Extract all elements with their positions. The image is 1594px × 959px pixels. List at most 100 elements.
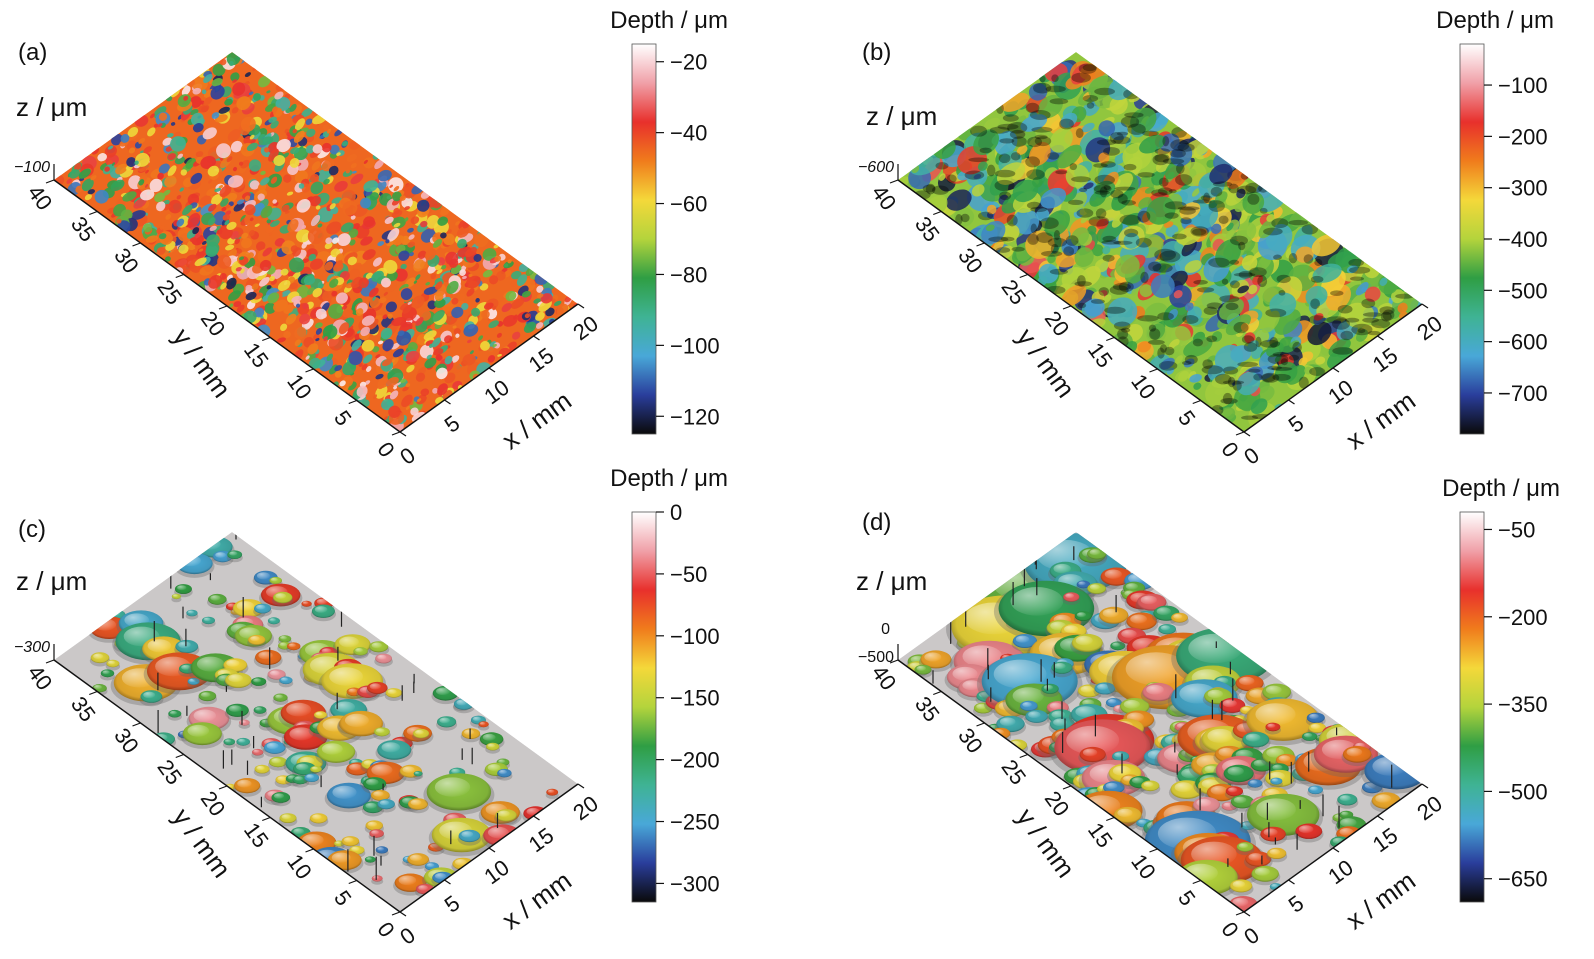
colorbar-tick-label: −150 xyxy=(670,686,720,711)
y-tick xyxy=(45,659,55,664)
y-tick-label: 15 xyxy=(1083,338,1118,373)
surface-shadow xyxy=(1100,161,1116,168)
pit-highlight xyxy=(270,577,278,582)
surface-blob xyxy=(244,204,256,216)
surface-blob xyxy=(208,274,223,289)
surface-blob xyxy=(179,187,184,192)
surface-blob xyxy=(444,335,453,344)
surface-blob xyxy=(535,311,545,321)
surface-blob xyxy=(444,355,453,365)
surface-shadow xyxy=(1102,235,1117,242)
surface-blob xyxy=(433,348,444,356)
surface-blob xyxy=(164,175,177,188)
surface-blob xyxy=(199,232,203,236)
pit xyxy=(373,727,391,740)
pit-highlight xyxy=(1364,782,1376,789)
pit-highlight xyxy=(1022,702,1032,708)
surface-shadow xyxy=(1090,299,1105,304)
surface-shadow xyxy=(1151,189,1168,197)
surface-shadow xyxy=(1337,304,1353,314)
pit xyxy=(1239,821,1257,834)
surface-shadow xyxy=(1045,85,1066,93)
surface-blob xyxy=(440,232,447,239)
pit xyxy=(1078,746,1108,766)
surface-shadow xyxy=(1193,279,1208,285)
x-tick xyxy=(399,431,407,437)
surface-blob xyxy=(296,285,310,299)
pit-highlight xyxy=(281,814,291,820)
pit xyxy=(89,652,111,667)
pit xyxy=(337,710,386,741)
surface-blob xyxy=(1128,94,1141,103)
surface-blob xyxy=(1013,208,1040,235)
x-tick-label: 20 xyxy=(568,311,603,346)
surface-blob xyxy=(306,128,316,138)
surface-blob xyxy=(377,241,385,247)
surface-blob xyxy=(451,364,462,373)
surface-blob xyxy=(1240,322,1250,332)
surface-shadow xyxy=(1120,116,1140,128)
surface-blob xyxy=(415,372,426,382)
surface-blob xyxy=(230,72,240,82)
surface-blob xyxy=(326,221,342,235)
surface-blob xyxy=(224,98,233,106)
surface-blob xyxy=(266,219,272,224)
pit xyxy=(251,748,264,759)
pit-highlight xyxy=(1012,687,1044,705)
surface-blob xyxy=(393,385,397,390)
pit xyxy=(187,677,201,689)
pit-highlight xyxy=(365,802,377,809)
pit-highlight xyxy=(1207,689,1224,699)
pit-highlight xyxy=(371,642,382,649)
colorbar xyxy=(1459,43,1485,435)
pit xyxy=(496,768,513,781)
pit-highlight xyxy=(1174,782,1193,793)
surface-blob xyxy=(475,298,480,303)
pit xyxy=(308,813,329,827)
surface-shadow xyxy=(1203,192,1210,204)
surface-shadow xyxy=(1192,199,1212,204)
pit xyxy=(545,788,559,799)
y-tick xyxy=(89,210,98,216)
x-tick xyxy=(1288,879,1295,885)
pit-highlight xyxy=(187,724,210,737)
surface-blob xyxy=(1252,274,1264,285)
surface-blob xyxy=(361,339,375,352)
surface-blob xyxy=(145,235,159,243)
pit xyxy=(376,799,396,813)
pit-highlight xyxy=(993,659,1047,689)
surface-blob xyxy=(398,250,410,261)
surface-blob xyxy=(1115,254,1140,278)
surface-blob xyxy=(253,93,261,101)
pit xyxy=(1294,823,1324,843)
surface-shadow xyxy=(1348,258,1364,267)
pit-highlight xyxy=(487,826,509,839)
surface-blob xyxy=(122,191,137,202)
surface-blob xyxy=(220,198,229,207)
surface-blob xyxy=(388,405,401,418)
surface-blob xyxy=(334,180,348,192)
surface-shadow xyxy=(1011,136,1027,147)
surface-blob xyxy=(167,165,177,177)
surface-blob xyxy=(1211,331,1223,342)
pit xyxy=(211,550,234,566)
surface-blob xyxy=(433,202,442,209)
surface-blob xyxy=(1097,162,1119,183)
pit-highlight xyxy=(373,791,384,797)
surface-shadow xyxy=(1230,235,1248,246)
pit-highlight xyxy=(177,585,187,591)
surface-blob xyxy=(1179,202,1201,220)
surface-shadow xyxy=(1200,195,1212,201)
pit-highlight xyxy=(434,873,447,880)
pit-highlight xyxy=(288,643,296,648)
y-axis-label: y / mm xyxy=(1011,803,1081,884)
surface-blob xyxy=(165,214,171,220)
z-axis-label: z / μm xyxy=(16,566,87,596)
pit xyxy=(278,813,298,827)
surface-blob xyxy=(407,342,418,352)
surface-blob xyxy=(196,206,202,213)
surface-shadow xyxy=(1298,376,1309,389)
surface-shadow xyxy=(1078,63,1097,74)
surface-blob xyxy=(1087,225,1097,235)
surface-blob xyxy=(231,107,239,114)
